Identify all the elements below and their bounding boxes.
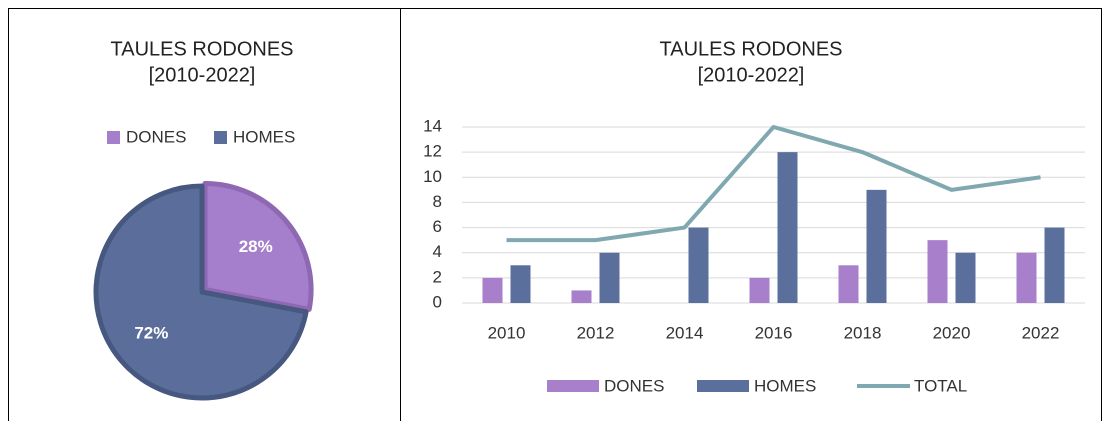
legend-label: DONES bbox=[126, 127, 186, 146]
legend-swatch bbox=[214, 131, 227, 144]
bar bbox=[599, 252, 620, 303]
bar bbox=[927, 240, 948, 303]
x-tick-label: 2018 bbox=[844, 323, 882, 342]
bar-title: TAULES RODONES bbox=[660, 38, 843, 60]
bar bbox=[482, 277, 503, 303]
legend-swatch bbox=[107, 131, 120, 144]
legend-label: HOMES bbox=[233, 127, 295, 146]
x-tick-label: 2016 bbox=[755, 323, 793, 342]
bar-subtitle: [2010-2022] bbox=[698, 64, 805, 86]
bar bbox=[688, 227, 709, 303]
y-tick-label: 4 bbox=[433, 242, 442, 261]
pie-title: TAULES RODONES bbox=[111, 38, 294, 60]
pie-subtitle: [2010-2022] bbox=[149, 64, 256, 86]
slice-label: 72% bbox=[134, 323, 168, 342]
x-tick-label: 2022 bbox=[1022, 323, 1060, 342]
y-tick-label: 8 bbox=[433, 192, 442, 211]
legend-swatch bbox=[547, 380, 599, 392]
y-tick-label: 12 bbox=[423, 142, 442, 161]
legend-label: HOMES bbox=[754, 376, 816, 395]
pie-slice bbox=[202, 180, 314, 312]
y-tick-label: 10 bbox=[423, 167, 442, 186]
total-line bbox=[506, 125, 1041, 243]
y-tick-label: 6 bbox=[433, 217, 442, 236]
x-tick-label: 2010 bbox=[488, 323, 526, 342]
slice-label: 28% bbox=[239, 237, 273, 256]
x-tick-label: 2020 bbox=[933, 323, 971, 342]
x-tick-label: 2014 bbox=[666, 323, 704, 342]
bar bbox=[866, 189, 887, 303]
bar bbox=[838, 265, 859, 303]
bar bbox=[749, 277, 770, 303]
bar bbox=[571, 290, 592, 303]
legend-swatch bbox=[697, 380, 749, 392]
y-tick-label: 14 bbox=[423, 116, 442, 135]
y-tick-label: 2 bbox=[433, 267, 442, 286]
bar bbox=[777, 152, 798, 303]
bar bbox=[1016, 252, 1037, 303]
y-tick-label: 0 bbox=[433, 292, 442, 311]
legend-label: TOTAL bbox=[914, 376, 967, 395]
x-tick-label: 2012 bbox=[577, 323, 615, 342]
pie-slice bbox=[93, 183, 309, 401]
bar bbox=[510, 265, 531, 303]
bar bbox=[1044, 227, 1065, 303]
legend-label: DONES bbox=[604, 376, 664, 395]
bar bbox=[955, 252, 976, 303]
